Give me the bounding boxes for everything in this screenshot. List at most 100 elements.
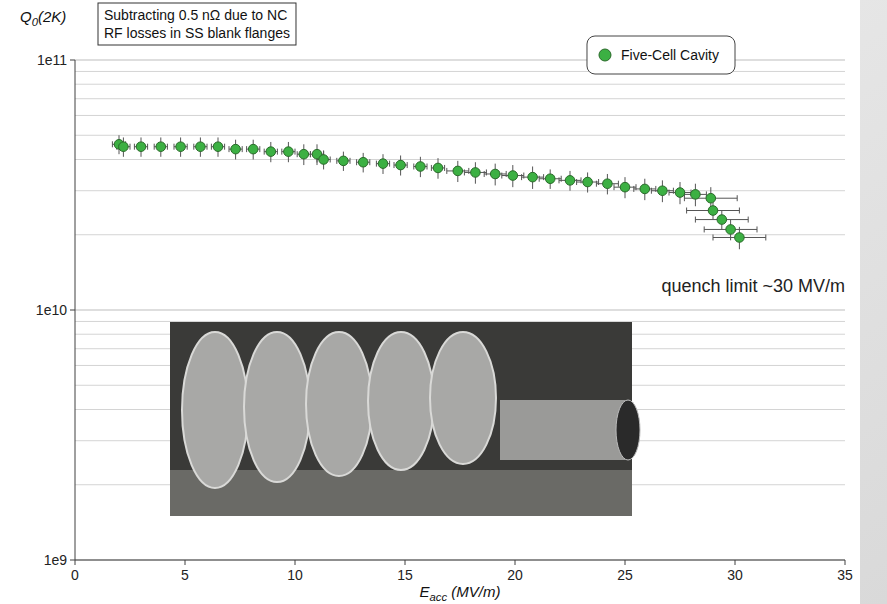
x-error-cap	[748, 217, 749, 223]
data-point	[266, 147, 276, 157]
x-error-cap	[695, 217, 696, 223]
data-point	[156, 142, 166, 152]
chart: 1e91e101e1105101520253035Q0(2K)Eacc (MV/…	[0, 0, 887, 604]
x-error-cap	[713, 234, 714, 240]
data-point	[136, 142, 146, 152]
x-tick-label: 20	[507, 567, 523, 583]
x-tick	[185, 560, 186, 565]
x-error-cap	[246, 146, 247, 152]
annotation-box: Subtracting 0.5 nΩ due to NC RF losses in…	[98, 3, 296, 45]
legend: Five-Cell Cavity	[587, 36, 735, 74]
data-point	[706, 193, 716, 203]
y-tick-label: 1e9	[44, 552, 68, 568]
x-error-cap	[464, 169, 465, 175]
data-point	[583, 177, 593, 187]
x-tick-label: 35	[837, 567, 853, 583]
x-error-cap	[224, 144, 225, 150]
x-error-cap	[187, 144, 188, 150]
x-tick-label: 30	[727, 567, 743, 583]
data-point	[119, 142, 129, 152]
x-error-cap	[765, 234, 766, 240]
photo	[170, 322, 640, 516]
data-point	[319, 155, 329, 165]
x-error-cap	[596, 181, 597, 187]
x-tick-label: 0	[71, 567, 79, 583]
x-error-cap	[576, 179, 577, 185]
data-point	[471, 168, 481, 178]
x-error-cap	[350, 158, 351, 164]
y-tick	[70, 310, 75, 311]
x-error-cap	[330, 156, 331, 162]
x-error-cap	[484, 171, 485, 177]
x-error-cap	[506, 171, 507, 177]
data-point	[545, 174, 555, 184]
data-point	[708, 206, 718, 216]
x-error-cap	[618, 181, 619, 187]
data-point	[213, 142, 223, 152]
x-tick	[405, 560, 406, 565]
x-error-cap	[112, 141, 113, 147]
x-error-cap	[757, 226, 758, 232]
data-point	[416, 162, 426, 172]
x-error-cap	[539, 176, 540, 182]
background	[0, 0, 887, 604]
annotation: quench limit ~30 MV/m	[661, 276, 845, 296]
legend-frame	[587, 36, 735, 74]
x-tick-label: 10	[287, 567, 303, 583]
annotation-line: RF losses in SS blank flanges	[104, 25, 290, 41]
marks	[112, 135, 765, 249]
y-tick	[70, 60, 75, 61]
x-tick	[295, 560, 296, 565]
photo-cell	[430, 332, 496, 464]
x-error-cap	[501, 173, 502, 179]
x-error-cap	[207, 144, 208, 150]
minor-grid-line	[75, 321, 845, 322]
x-error-cap	[523, 173, 524, 179]
legend-label: Five-Cell Cavity	[621, 47, 719, 63]
x-tick	[735, 560, 736, 565]
x-tick-label: 5	[181, 567, 189, 583]
x-error-cap	[147, 144, 148, 150]
photo-opening	[616, 400, 640, 460]
annotation-line: Subtracting 0.5 nΩ due to NC	[104, 7, 287, 23]
x-error-cap	[259, 146, 260, 152]
x-error-cap	[686, 208, 687, 214]
x-error-cap	[130, 144, 131, 150]
x-tick	[845, 560, 846, 565]
photo-beampipe	[500, 400, 630, 460]
x-error-cap	[310, 151, 311, 157]
x-error-cap	[193, 144, 194, 150]
data-point	[691, 190, 701, 200]
legend-marker	[599, 49, 611, 61]
photo-cell	[368, 332, 434, 470]
x-error-cap	[407, 162, 408, 168]
x-error-cap	[704, 226, 705, 232]
x-error-cap	[444, 165, 445, 171]
data-point	[396, 160, 406, 170]
data-point	[735, 233, 745, 243]
data-point	[528, 172, 538, 182]
x-error-cap	[277, 149, 278, 155]
x-error-cap	[446, 168, 447, 174]
y-axis	[75, 60, 76, 560]
minor-grid-line	[75, 135, 845, 136]
subscript: acc	[430, 591, 448, 603]
x-error-cap	[154, 144, 155, 150]
data-point	[176, 142, 186, 152]
x-error-cap	[614, 184, 615, 190]
x-error-cap	[297, 151, 298, 157]
data-point	[675, 188, 685, 198]
x-error-cap	[486, 169, 487, 175]
x-error-cap	[356, 159, 357, 165]
data-point	[248, 144, 258, 154]
minor-grid-line	[75, 190, 845, 191]
annotation: Subtracting 0.5 nΩ due to NC RF losses in…	[104, 7, 290, 41]
x-tick	[515, 560, 516, 565]
data-point	[565, 176, 575, 186]
data-point	[620, 182, 630, 192]
x-error-cap	[211, 144, 212, 150]
data-point	[726, 225, 736, 235]
x-error-cap	[264, 149, 265, 155]
y-tick	[70, 560, 75, 561]
x-error-cap	[174, 144, 175, 150]
